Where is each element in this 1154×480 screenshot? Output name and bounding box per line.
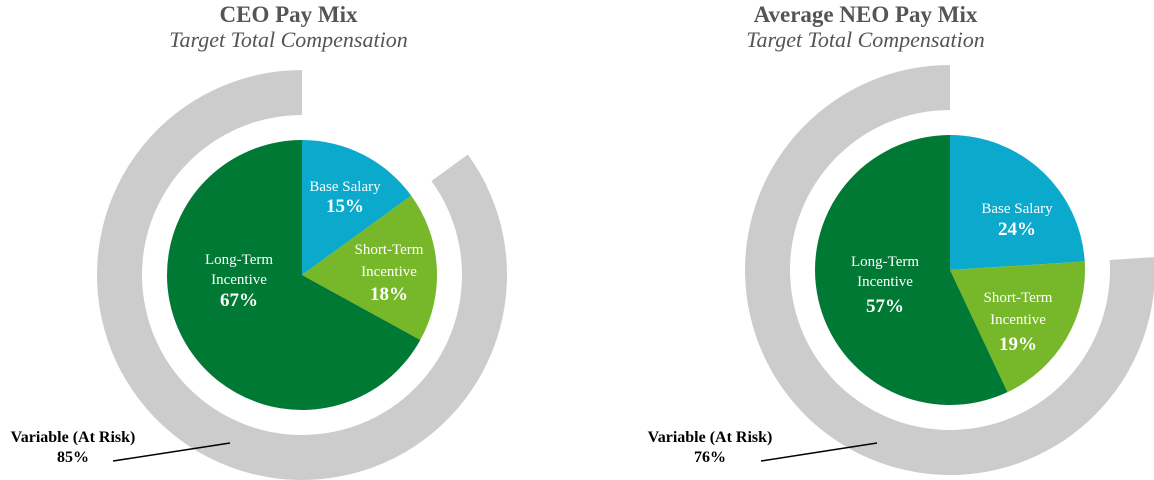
pie-plot: Base Salary 24% Short-Term Incentive 19% Long… (745, 65, 1154, 475)
long-term-incentive-label: Long-Term Incentive 67% (205, 252, 273, 311)
pie-plot: Base Salary 15% Short-Term Incentive 18% Long… (96, 70, 507, 480)
long-term-incentive-slice (814, 135, 1008, 405)
base-salary-slice (302, 140, 412, 275)
short-term-incentive-slice (950, 261, 1085, 393)
variable-at-risk-value: 85% (57, 449, 89, 466)
variable-leader-line (760, 442, 878, 462)
variable-at-risk-text: Variable (At Risk) (647, 429, 773, 446)
chart-title: CEO Pay Mix (219, 2, 358, 27)
long-term-incentive-label: Long-Term Incentive 57% (851, 254, 919, 317)
base-salary-label: Base Salary 15% (309, 179, 381, 217)
short-term-incentive-label: Short-Term Incentive 19% (984, 290, 1053, 355)
average-neo-pay-mix-chart: Average NEO Pay Mix Target Total Compens… (577, 0, 1154, 480)
base-salary-slice (950, 135, 1085, 270)
chart-subtitle: Target Total Compensation (746, 27, 985, 52)
long-term-incentive-slice (166, 140, 421, 410)
chart-subtitle: Target Total Compensation (169, 27, 408, 52)
ceo-pay-mix-chart: CEO Pay Mix Target Total Compensation Ba… (0, 2, 507, 480)
variable-at-risk-label: Variable (At Risk) 76% (637, 428, 783, 468)
base-salary-label: Base Salary 24% (981, 201, 1053, 240)
variable-at-risk-label: Variable (At Risk) 85% (0, 428, 146, 468)
short-term-incentive-slice (302, 195, 437, 341)
short-term-incentive-label: Short-Term Incentive 18% (355, 242, 424, 305)
variable-at-risk-text: Variable (At Risk) (10, 429, 136, 446)
variable-leader-line (112, 442, 231, 462)
chart-title: Average NEO Pay Mix (753, 2, 978, 27)
variable-at-risk-value: 76% (694, 449, 726, 466)
